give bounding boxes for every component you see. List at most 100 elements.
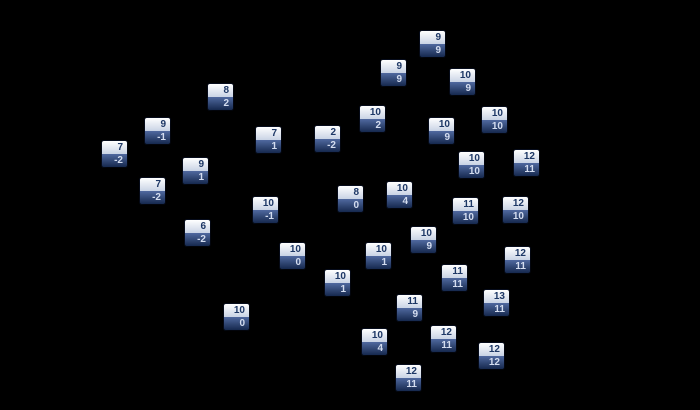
node-upper-value: 10 [366,243,391,256]
node-upper-value: 12 [479,343,504,356]
node-upper-value: 11 [397,295,422,308]
node-lower-value: -2 [185,233,210,246]
value-pair-node[interactable]: 7 -2 [102,141,127,167]
node-upper-value: 9 [420,31,445,44]
node-lower-value: 0 [280,256,305,269]
value-pair-node[interactable]: 9 -1 [145,118,170,144]
value-pair-node[interactable]: 10 4 [387,182,412,208]
node-lower-value: 11 [442,278,467,291]
node-lower-value: 9 [381,73,406,86]
value-pair-node[interactable]: 10 9 [411,227,436,253]
node-upper-value: 8 [208,84,233,97]
node-upper-value: 10 [411,227,436,240]
node-lower-value: 10 [503,210,528,223]
node-upper-value: 12 [396,365,421,378]
value-pair-node[interactable]: 11 11 [442,265,467,291]
node-upper-value: 9 [183,158,208,171]
node-lower-value: 11 [505,260,530,273]
node-upper-value: 7 [140,178,165,191]
value-pair-node[interactable]: 10 1 [325,270,350,296]
node-lower-value: 0 [338,199,363,212]
node-upper-value: 10 [253,197,278,210]
value-pair-node[interactable]: 10 10 [482,107,507,133]
value-pair-node[interactable]: 12 11 [505,247,530,273]
value-pair-node[interactable]: 10 -1 [253,197,278,223]
value-pair-node[interactable]: 7 -2 [140,178,165,204]
value-pair-node[interactable]: 7 1 [256,127,281,153]
value-pair-node[interactable]: 6 -2 [185,220,210,246]
node-lower-value: 1 [256,140,281,153]
node-lower-value: 9 [397,308,422,321]
node-upper-value: 10 [482,107,507,120]
node-lower-value: -1 [145,131,170,144]
value-pair-node[interactable]: 13 11 [484,290,509,316]
value-pair-node[interactable]: 10 9 [429,118,454,144]
value-pair-node[interactable]: 9 9 [381,60,406,86]
value-pair-node[interactable]: 11 9 [397,295,422,321]
node-upper-value: 9 [145,118,170,131]
value-pair-node[interactable]: 12 10 [503,197,528,223]
node-lower-value: 2 [360,119,385,132]
value-pair-node[interactable]: 8 2 [208,84,233,110]
node-lower-value: 11 [514,163,539,176]
value-pair-node[interactable]: 2 -2 [315,126,340,152]
node-lower-value: 9 [450,82,475,95]
node-upper-value: 10 [450,69,475,82]
node-upper-value: 6 [185,220,210,233]
node-lower-value: 11 [396,378,421,391]
node-lower-value: 0 [224,317,249,330]
node-upper-value: 7 [256,127,281,140]
value-pair-node[interactable]: 9 9 [420,31,445,57]
node-lower-value: 11 [431,339,456,352]
value-pair-node[interactable]: 12 12 [479,343,504,369]
node-lower-value: 1 [183,171,208,184]
node-lower-value: -2 [102,154,127,167]
value-pair-node[interactable]: 10 0 [224,304,249,330]
node-upper-value: 7 [102,141,127,154]
node-lower-value: -1 [253,210,278,223]
value-pair-node[interactable]: 10 9 [450,69,475,95]
node-upper-value: 10 [360,106,385,119]
node-upper-value: 10 [362,329,387,342]
node-lower-value: 12 [479,356,504,369]
node-lower-value: 4 [362,342,387,355]
node-lower-value: 9 [429,131,454,144]
node-lower-value: 10 [453,211,478,224]
node-upper-value: 10 [280,243,305,256]
value-pair-node[interactable]: 10 0 [280,243,305,269]
node-lower-value: -2 [140,191,165,204]
node-lower-value: 9 [420,44,445,57]
node-lower-value: -2 [315,139,340,152]
value-pair-node[interactable]: 12 11 [514,150,539,176]
node-upper-value: 10 [387,182,412,195]
node-upper-value: 13 [484,290,509,303]
value-pair-node[interactable]: 10 1 [366,243,391,269]
node-lower-value: 1 [325,283,350,296]
node-lower-value: 10 [459,165,484,178]
node-upper-value: 12 [514,150,539,163]
value-pair-node[interactable]: 9 1 [183,158,208,184]
node-lower-value: 10 [482,120,507,133]
value-pair-node[interactable]: 10 10 [459,152,484,178]
node-upper-value: 12 [431,326,456,339]
node-lower-value: 1 [366,256,391,269]
node-upper-value: 12 [503,197,528,210]
node-upper-value: 11 [453,198,478,211]
node-upper-value: 11 [442,265,467,278]
node-upper-value: 10 [429,118,454,131]
node-upper-value: 10 [459,152,484,165]
node-lower-value: 9 [411,240,436,253]
value-pair-node[interactable]: 8 0 [338,186,363,212]
node-lower-value: 2 [208,97,233,110]
value-pair-node[interactable]: 10 4 [362,329,387,355]
node-upper-value: 9 [381,60,406,73]
value-pair-node[interactable]: 11 10 [453,198,478,224]
node-upper-value: 2 [315,126,340,139]
value-pair-node[interactable]: 10 2 [360,106,385,132]
node-upper-value: 10 [224,304,249,317]
node-lower-value: 11 [484,303,509,316]
node-upper-value: 8 [338,186,363,199]
node-upper-value: 12 [505,247,530,260]
value-pair-node[interactable]: 12 11 [431,326,456,352]
value-pair-node[interactable]: 12 11 [396,365,421,391]
